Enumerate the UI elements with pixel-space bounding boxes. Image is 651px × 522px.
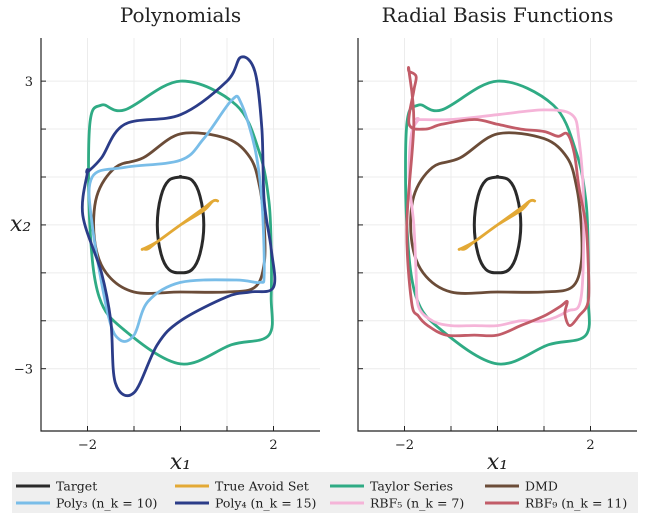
series-poly3: [87, 94, 266, 343]
series-taylor: [404, 79, 591, 366]
series-rbf9: [405, 66, 591, 338]
panel-polynomials: Polynomials −2 2 3 −3 x₁ x₂: [10, 3, 320, 475]
legend-box: [12, 472, 638, 513]
x-tick-label: 2: [269, 438, 277, 453]
legend-label-poly4: Poly₄ (n_k = 15): [215, 496, 316, 511]
y-tick-label: 3: [25, 75, 33, 90]
panel-title: Radial Basis Functions: [382, 3, 614, 27]
x-tick-label: −2: [395, 438, 414, 453]
series-poly4: [80, 55, 277, 397]
y-axis-label: x₂: [10, 212, 31, 237]
series-avoid: [457, 198, 537, 251]
x-axis-label: x₁: [170, 450, 191, 475]
series-dmd: [92, 131, 267, 295]
x-axis-label: x₁: [487, 450, 508, 475]
panel-title: Polynomials: [120, 3, 241, 27]
legend-label-rbf5: RBF₅ (n_k = 7): [370, 496, 464, 511]
series-avoid: [140, 198, 220, 251]
legend-label-target: Target: [56, 479, 97, 494]
legend-label-taylor: Taylor Series: [370, 479, 453, 494]
panel-rbf: Radial Basis Functions −2 2 x₁: [357, 3, 637, 475]
legend-label-rbf9: RBF₉ (n_k = 11): [525, 496, 627, 511]
x-tick-label: −2: [78, 438, 97, 453]
x-tick-label: 2: [586, 438, 594, 453]
series-target: [472, 175, 523, 275]
series-dmd: [409, 131, 584, 295]
series-target: [155, 175, 206, 275]
y-tick-label: −3: [14, 363, 33, 378]
legend-label-poly3: Poly₃ (n_k = 10): [56, 496, 157, 511]
legend: Target True Avoid Set Taylor Series DMD Poly…: [12, 472, 638, 513]
series-rbf5: [407, 108, 586, 328]
legend-label-dmd: DMD: [525, 479, 558, 494]
legend-label-avoid: True Avoid Set: [215, 479, 309, 494]
